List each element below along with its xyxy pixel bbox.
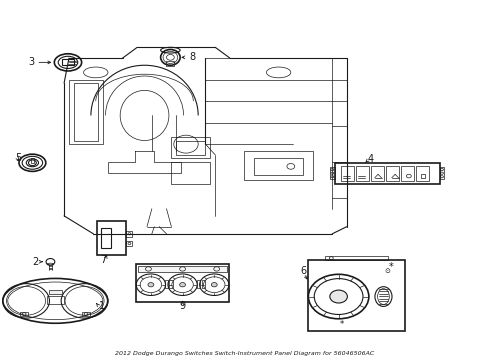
Bar [164,280,167,288]
Bar [62,59,74,65]
Bar [439,167,444,179]
Bar [82,312,90,316]
Text: ⊙: ⊙ [384,267,389,274]
Text: 6: 6 [299,266,305,276]
Text: *: * [387,262,392,273]
Bar [385,166,398,181]
Bar [49,290,62,294]
Bar [340,166,353,181]
Bar [69,80,103,144]
Bar [325,256,387,260]
Bar [47,296,63,304]
Circle shape [148,283,154,287]
Text: 2: 2 [33,257,39,267]
Bar [166,60,174,66]
Bar [201,280,204,288]
Bar [176,140,205,155]
Bar [74,83,98,140]
Bar [400,166,413,181]
Bar [126,231,132,237]
Text: 3: 3 [28,57,34,67]
Bar [101,228,111,248]
Bar [31,158,34,163]
Bar [254,158,303,175]
Bar [136,264,228,302]
Bar [415,166,428,181]
Circle shape [329,290,346,303]
Bar [334,163,439,184]
Text: 2012 Dodge Durango Switches Switch-Instrument Panel Diagram for 56046506AC: 2012 Dodge Durango Switches Switch-Instr… [115,351,373,356]
Text: 8: 8 [189,52,195,62]
Bar [307,260,405,331]
Circle shape [211,283,217,287]
Bar [370,166,383,181]
Text: *: * [339,320,344,329]
Bar [420,174,425,178]
Bar [171,162,210,184]
Bar [20,312,28,316]
Circle shape [179,283,185,287]
Bar [329,167,334,179]
Bar [169,280,172,288]
Bar [244,151,312,180]
Bar [97,221,126,255]
Bar [171,137,210,158]
Text: 5: 5 [15,153,21,163]
Bar [138,266,227,272]
Bar [196,280,200,288]
Text: 9: 9 [179,301,185,311]
Bar [355,166,368,181]
Text: 7: 7 [100,255,106,265]
Text: 1: 1 [99,301,104,311]
Bar [126,240,132,246]
Text: 4: 4 [366,154,373,164]
